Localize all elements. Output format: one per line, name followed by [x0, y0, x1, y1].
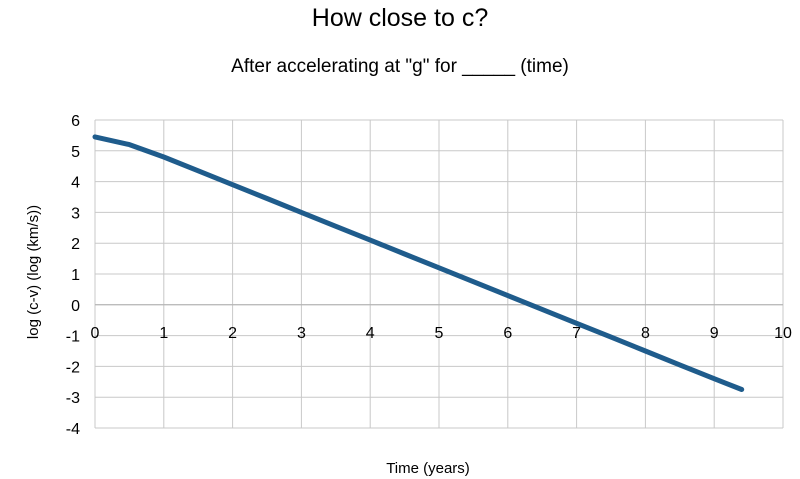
x-tick-label: 9: [710, 325, 719, 342]
x-tick-label: 5: [435, 325, 444, 342]
y-tick-label: -2: [66, 359, 80, 376]
y-tick-label: 6: [71, 113, 80, 130]
chart-subtitle: After accelerating at "g" for _____ (tim…: [231, 56, 569, 77]
y-axis-label: log (c-v) (log (km/s)): [25, 205, 42, 339]
grid: [94, 119, 784, 429]
x-tick-label: 4: [366, 325, 375, 342]
y-tick-label: 3: [71, 205, 80, 222]
y-tick-label: -4: [66, 421, 80, 438]
x-tick-label: 2: [228, 325, 237, 342]
chart-title: How close to c?: [311, 4, 489, 32]
x-tick-labels: 0 1 2 3 4 5 6 7 8 9 10: [91, 325, 792, 342]
x-tick-label: 10: [774, 325, 792, 342]
x-tick-label: 0: [91, 325, 100, 342]
y-tick-label: 2: [71, 236, 80, 253]
x-tick-label: 6: [503, 325, 512, 342]
series-line: [92, 134, 745, 392]
y-tick-label: 0: [71, 298, 80, 315]
y-tick-label: 4: [71, 175, 80, 192]
x-tick-label: 7: [572, 325, 581, 342]
x-tick-label: 8: [641, 325, 650, 342]
y-tick-labels: 6 5 4 3 2 1 0 -1 -2 -3 -4: [66, 113, 80, 438]
x-axis-label: Time (years): [386, 460, 470, 477]
x-tick-label: 3: [297, 325, 306, 342]
x-tick-label: 1: [159, 325, 168, 342]
y-tick-label: -3: [66, 390, 80, 407]
y-tick-label: 1: [71, 267, 80, 284]
y-tick-label: -1: [66, 329, 80, 346]
y-tick-label: 5: [71, 144, 80, 161]
series-layer: [92, 134, 745, 392]
